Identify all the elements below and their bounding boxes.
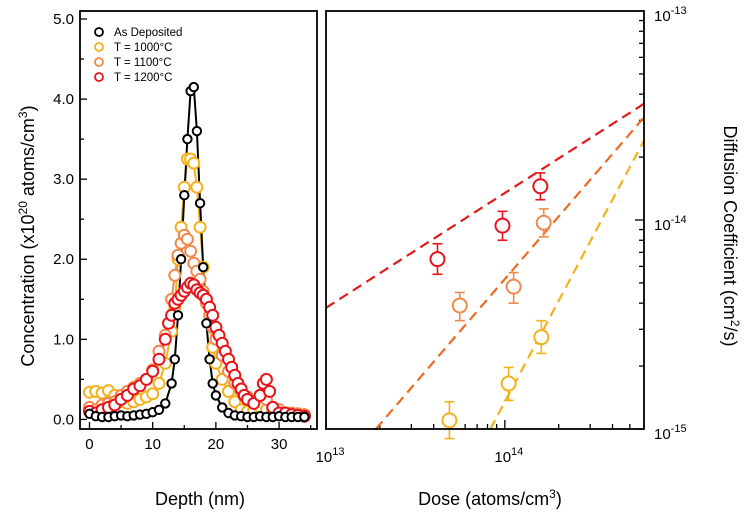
data-point-as-deposited — [179, 190, 190, 201]
data-point-as-deposited — [204, 354, 215, 365]
legend-marker-t1000 — [94, 42, 104, 52]
data-point-as-deposited — [182, 133, 193, 145]
right-x-axis-title: Dose (atoms/cm3) — [418, 487, 562, 509]
data-point-as-deposited — [153, 404, 165, 415]
data-point-t-1200-c — [494, 217, 511, 234]
left-y-axis-title: Concentration (x1020 atoms/cm3) — [16, 105, 38, 366]
left-panel: 0 10 20 30 0.0 1.0 2.0 3.0 4.0 5.0 As Deposited T… — [16, 10, 318, 509]
data-point-t-1100-c — [505, 278, 522, 295]
data-point-t-1200-c — [152, 352, 166, 366]
data-point-t-1200-c — [158, 332, 172, 346]
data-point-t-1000-c — [441, 412, 458, 429]
legend-marker-as-deposited — [94, 27, 104, 37]
left-axis-ticks: 0 10 20 30 0.0 1.0 2.0 3.0 4.0 5.0 — [53, 11, 287, 453]
data-point-t-1000-c — [193, 220, 207, 234]
data-point-t-1000-c — [500, 375, 517, 392]
right-y-tick-label: 10-14 — [654, 214, 687, 234]
data-point-as-deposited — [217, 402, 228, 413]
left-y-tick-label: 5.0 — [53, 11, 74, 28]
left-x-axis-title: Depth (nm) — [155, 489, 245, 509]
right-data-points — [429, 172, 552, 440]
data-point-as-deposited — [201, 318, 212, 329]
data-point-t-1100-c — [180, 232, 194, 246]
data-point-t-1100-c — [168, 268, 182, 282]
data-point-t-1200-c — [146, 364, 160, 378]
left-x-tick-label: 30 — [271, 436, 288, 453]
data-point-t-1000-c — [187, 156, 201, 170]
right-axis-ticks: 1013 1014 10-13 10-14 10-15 — [316, 5, 687, 466]
data-point-as-deposited — [175, 254, 187, 265]
right-fit-lines — [326, 102, 644, 429]
left-y-tick-label: 2.0 — [53, 251, 74, 268]
data-point-as-deposited — [166, 378, 177, 389]
data-point-as-deposited — [299, 411, 310, 423]
left-x-tick-label: 10 — [144, 436, 161, 453]
legend-label-t1000: T = 1000°C — [114, 42, 172, 54]
left-y-tick-label: 1.0 — [53, 331, 74, 348]
legend: As Deposited T = 1000°C T = 1100°C T = 1… — [94, 27, 182, 84]
data-point-as-deposited — [188, 81, 200, 93]
left-y-tick-label: 4.0 — [53, 91, 74, 108]
legend-label-as-deposited: As Deposited — [114, 27, 182, 39]
right-y-tick-label: 10-15 — [654, 423, 687, 443]
legend-label-t1200: T = 1200°C — [114, 72, 172, 84]
data-point-as-deposited — [191, 125, 203, 137]
data-point-t-1000-c — [190, 180, 204, 194]
data-point-as-deposited — [210, 390, 222, 401]
right-y-tick-label: 10-13 — [654, 5, 687, 25]
fit-line-1 — [375, 116, 644, 429]
data-point-as-deposited — [207, 378, 218, 389]
fit-line-0 — [326, 102, 644, 309]
data-point-t-1200-c — [263, 384, 277, 398]
data-point-t-1200-c — [259, 372, 273, 386]
data-point-t-1000-c — [152, 376, 166, 390]
data-point-as-deposited — [160, 398, 171, 409]
left-data-points — [83, 81, 311, 423]
legend-marker-t1100 — [94, 57, 104, 67]
left-x-tick-label: 20 — [208, 436, 225, 453]
right-x-tick-label: 1014 — [494, 446, 523, 466]
data-point-t-1200-c — [206, 308, 220, 322]
legend-label-t1100: T = 1100°C — [114, 57, 172, 69]
left-y-tick-label: 3.0 — [53, 171, 74, 188]
left-x-tick-label: 0 — [85, 436, 93, 453]
right-y-axis-title: Diffusion Coefficient (cm2/s) — [720, 125, 742, 346]
legend-marker-t1200 — [94, 72, 104, 82]
right-x-tick-label: 1013 — [316, 446, 345, 466]
right-panel: 1013 1014 10-13 10-14 10-15 Dose (atoms/cm3)… — [316, 5, 742, 509]
data-point-as-deposited — [194, 198, 206, 209]
right-plot-frame — [325, 10, 645, 430]
data-point-as-deposited — [198, 262, 209, 273]
data-point-t-1100-c — [184, 244, 198, 258]
data-point-t-1100-c — [451, 297, 468, 314]
left-plot-frame — [79, 10, 318, 430]
data-point-as-deposited — [172, 310, 184, 321]
left-y-tick-label: 0.0 — [53, 411, 74, 428]
data-point-t-1000-c — [146, 387, 160, 401]
data-point-as-deposited — [169, 354, 181, 365]
data-point-t-1200-c — [532, 178, 549, 195]
data-point-t-1000-c — [533, 329, 550, 346]
data-point-t-1200-c — [429, 251, 446, 268]
data-point-t-1100-c — [535, 214, 552, 231]
